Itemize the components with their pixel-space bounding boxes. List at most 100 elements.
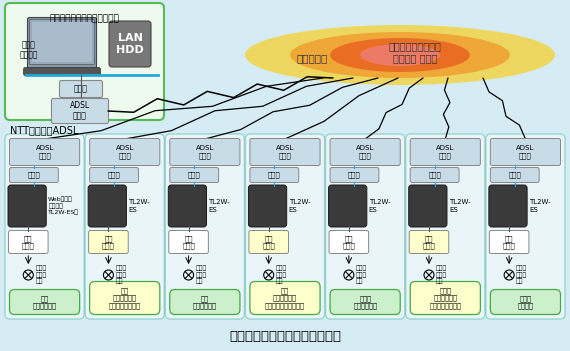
FancyBboxPatch shape	[170, 167, 219, 183]
Text: ルータ: ルータ	[508, 172, 521, 178]
Text: 水質
モニタ: 水質 モニタ	[22, 235, 35, 249]
Text: ルータ: ルータ	[74, 85, 88, 93]
FancyBboxPatch shape	[27, 18, 96, 68]
FancyBboxPatch shape	[51, 99, 108, 124]
Text: ADSL
モデム: ADSL モデム	[70, 101, 90, 121]
FancyBboxPatch shape	[490, 231, 529, 253]
FancyBboxPatch shape	[89, 139, 160, 166]
FancyBboxPatch shape	[330, 139, 400, 166]
Text: 滝川
第１配水池系: 滝川 第１配水池系	[32, 295, 56, 309]
Text: 滝川
第２配水池系
（第１ポンプ場）: 滝川 第２配水池系 （第１ポンプ場）	[109, 287, 141, 309]
FancyBboxPatch shape	[406, 134, 485, 319]
Text: 水質
モニタ: 水質 モニタ	[422, 235, 435, 249]
Text: NTTフレッツADSL: NTTフレッツADSL	[10, 125, 79, 135]
FancyBboxPatch shape	[490, 139, 560, 166]
Text: 砂川
第１配水池系: 砂川 第１配水池系	[193, 295, 217, 309]
FancyBboxPatch shape	[249, 231, 288, 253]
Text: ルータ: ルータ	[108, 172, 120, 178]
Ellipse shape	[330, 38, 470, 72]
FancyBboxPatch shape	[328, 185, 367, 227]
FancyBboxPatch shape	[23, 67, 100, 75]
Text: 奈井江
配水池系: 奈井江 配水池系	[518, 295, 534, 309]
FancyBboxPatch shape	[325, 134, 405, 319]
FancyBboxPatch shape	[10, 167, 58, 183]
Text: TL2W-
ES: TL2W- ES	[449, 199, 471, 212]
FancyBboxPatch shape	[5, 3, 164, 120]
Ellipse shape	[360, 44, 440, 66]
FancyBboxPatch shape	[168, 185, 206, 227]
FancyBboxPatch shape	[489, 185, 527, 227]
FancyBboxPatch shape	[8, 185, 46, 227]
Text: フレッツ・グループ
アクセス ライト: フレッツ・グループ アクセス ライト	[389, 41, 441, 63]
Text: ADSL
モデム: ADSL モデム	[35, 145, 54, 159]
Text: ADSL
モデム: ADSL モデム	[196, 145, 214, 159]
Text: ルータ: ルータ	[188, 172, 201, 178]
Text: LAN
HDD: LAN HDD	[116, 33, 144, 55]
FancyBboxPatch shape	[9, 231, 48, 253]
FancyBboxPatch shape	[165, 134, 245, 319]
FancyBboxPatch shape	[32, 22, 92, 62]
FancyBboxPatch shape	[30, 20, 95, 65]
FancyBboxPatch shape	[410, 139, 481, 166]
Text: 水質
モニタ: 水質 モニタ	[503, 235, 515, 249]
Text: 濁度、
色度、
残塩: 濁度、 色度、 残塩	[516, 266, 527, 284]
FancyBboxPatch shape	[410, 167, 459, 183]
FancyBboxPatch shape	[410, 282, 481, 314]
Text: ルータ: ルータ	[348, 172, 361, 178]
FancyBboxPatch shape	[89, 231, 128, 253]
Text: TL2W-
ES: TL2W- ES	[288, 199, 310, 212]
Text: 濁度、
色度、
残塩: 濁度、 色度、 残塩	[116, 266, 127, 284]
Text: ADSL
モデム: ADSL モデム	[356, 145, 374, 159]
Text: TL2W-
ES: TL2W- ES	[128, 199, 150, 212]
Text: フレッツ網: フレッツ網	[296, 53, 328, 63]
FancyBboxPatch shape	[170, 290, 240, 314]
FancyBboxPatch shape	[109, 21, 151, 67]
Text: ADSL
モデム: ADSL モデム	[516, 145, 535, 159]
FancyBboxPatch shape	[409, 231, 449, 253]
FancyBboxPatch shape	[486, 134, 565, 319]
Text: ADSL
モデム: ADSL モデム	[276, 145, 294, 159]
FancyBboxPatch shape	[169, 231, 209, 253]
FancyBboxPatch shape	[250, 167, 299, 183]
Text: 濁度、
色度、
残塩: 濁度、 色度、 残塩	[35, 266, 47, 284]
FancyBboxPatch shape	[170, 139, 240, 166]
Text: 水質
モニタ: 水質 モニタ	[262, 235, 275, 249]
FancyBboxPatch shape	[330, 290, 400, 314]
Text: TL2W-
ES: TL2W- ES	[529, 199, 551, 212]
Text: 水質
モニタ: 水質 モニタ	[343, 235, 355, 249]
Ellipse shape	[245, 25, 555, 85]
Text: 濁度、
色度、
残塩: 濁度、 色度、 残塩	[276, 266, 287, 284]
FancyBboxPatch shape	[89, 167, 139, 183]
FancyBboxPatch shape	[5, 134, 84, 319]
FancyBboxPatch shape	[85, 134, 164, 319]
FancyBboxPatch shape	[88, 185, 127, 227]
Text: 歌志内
第２配水池系
（歌神ポンプ場）: 歌志内 第２配水池系 （歌神ポンプ場）	[429, 287, 461, 309]
Text: ルータ: ルータ	[428, 172, 441, 178]
Text: ADSL
モデム: ADSL モデム	[436, 145, 454, 159]
Text: 中空知浄水場（中央監視室）: 中空知浄水場（中央監視室）	[50, 14, 120, 23]
Text: ノート
パソコン: ノート パソコン	[20, 40, 38, 60]
FancyBboxPatch shape	[89, 282, 160, 314]
FancyBboxPatch shape	[10, 290, 80, 314]
FancyBboxPatch shape	[490, 167, 539, 183]
FancyBboxPatch shape	[250, 139, 320, 166]
Text: 水質
モニタ: 水質 モニタ	[182, 235, 195, 249]
FancyBboxPatch shape	[246, 134, 324, 319]
Text: ADSL
モデム: ADSL モデム	[116, 145, 134, 159]
FancyBboxPatch shape	[10, 139, 80, 166]
FancyBboxPatch shape	[249, 185, 287, 227]
Text: ルータ: ルータ	[27, 172, 40, 178]
Text: Webロガー
（形式：
TL2W-ES）: Webロガー （形式： TL2W-ES）	[48, 197, 79, 215]
Text: 歌志内
第１配水池系: 歌志内 第１配水池系	[353, 295, 377, 309]
FancyBboxPatch shape	[330, 167, 379, 183]
Text: 濁度、
色度、
残塩: 濁度、 色度、 残塩	[356, 266, 367, 284]
FancyBboxPatch shape	[329, 231, 369, 253]
Text: 水質
モニタ: 水質 モニタ	[102, 235, 115, 249]
FancyBboxPatch shape	[59, 80, 103, 98]
Ellipse shape	[290, 32, 510, 78]
Text: 濁度、
色度、
残塩: 濁度、 色度、 残塩	[436, 266, 447, 284]
Text: TL2W-
ES: TL2W- ES	[369, 199, 390, 212]
Text: 図１　水質監視システム構成図: 図１ 水質監視システム構成図	[229, 330, 341, 343]
Text: TL2W-
ES: TL2W- ES	[209, 199, 230, 212]
Text: 砂川
第２配水池系
（岩川地区減圧弁室）: 砂川 第２配水池系 （岩川地区減圧弁室）	[265, 287, 305, 309]
